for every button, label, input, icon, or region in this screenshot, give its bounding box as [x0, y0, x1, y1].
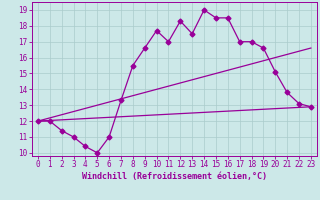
- X-axis label: Windchill (Refroidissement éolien,°C): Windchill (Refroidissement éolien,°C): [82, 172, 267, 181]
